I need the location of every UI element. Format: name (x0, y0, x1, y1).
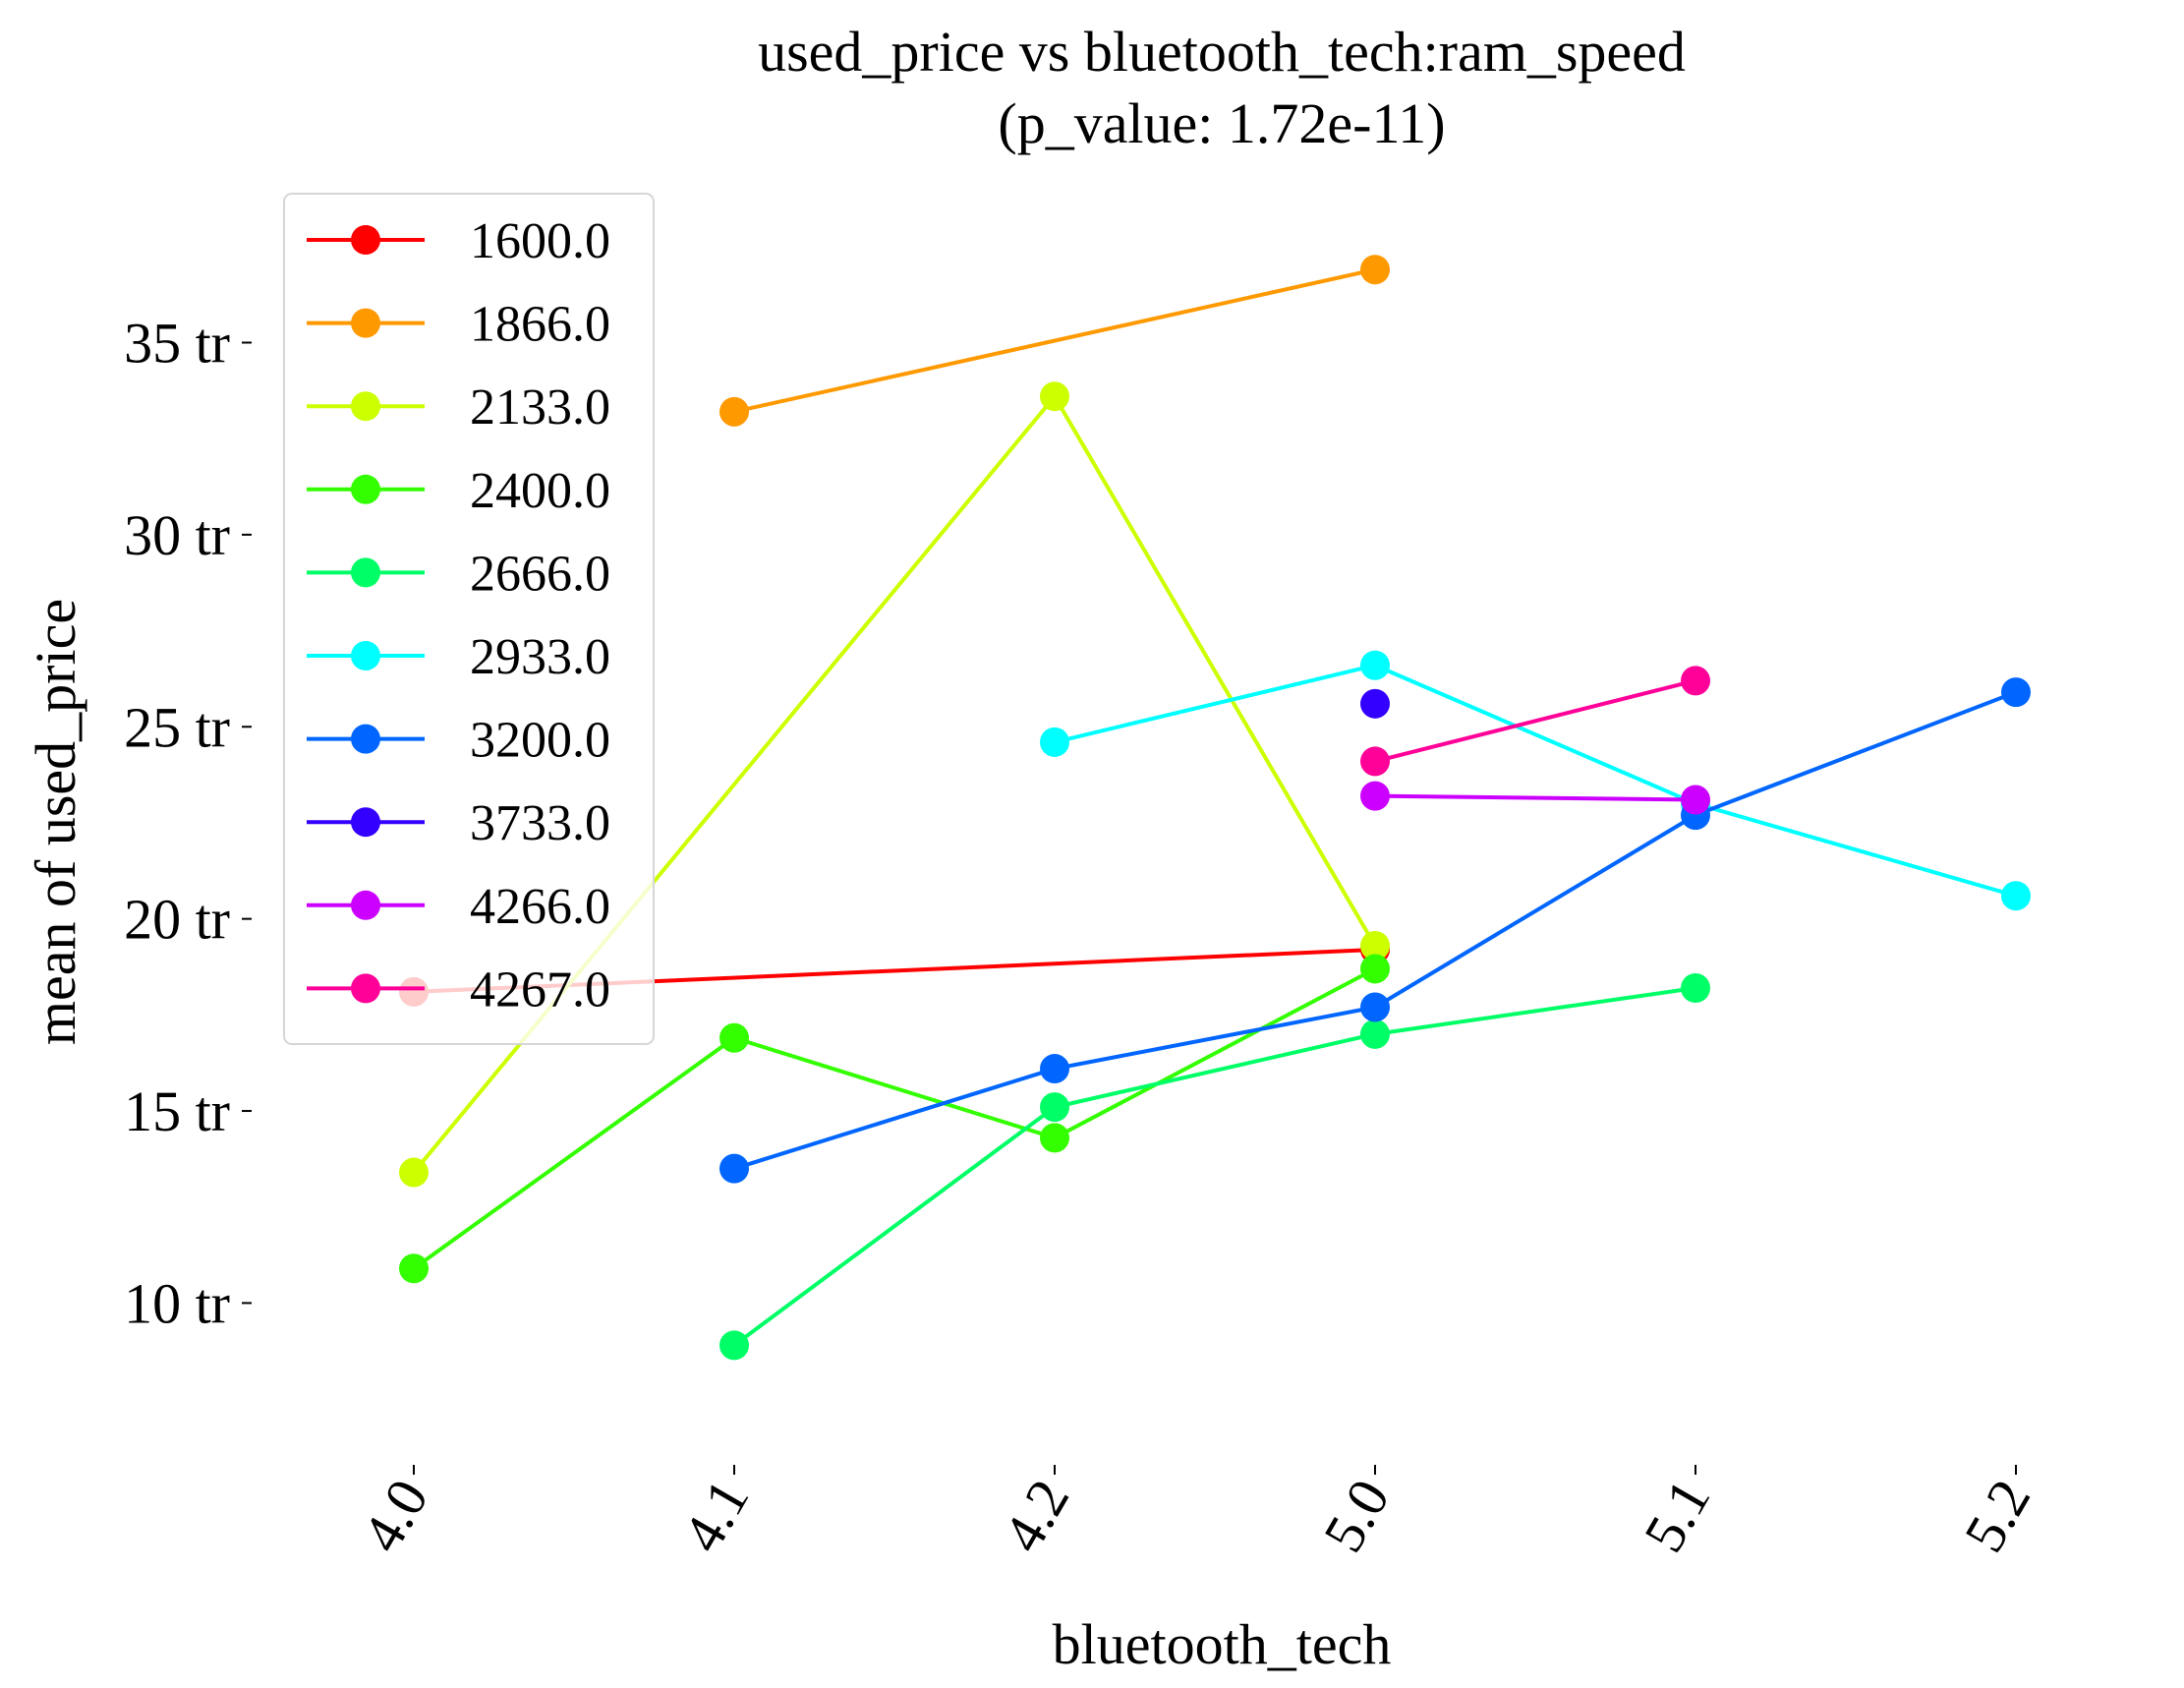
data-point-1866.0 (719, 396, 749, 427)
y-tick-label: 35 tr (124, 311, 230, 375)
series-line-4266.0 (1374, 793, 1696, 802)
data-point-2933.0 (2001, 881, 2031, 911)
data-point-2666.0 (1360, 1019, 1390, 1049)
legend-marker (351, 474, 380, 504)
data-point-2400.0 (1040, 1123, 1069, 1153)
data-point-3200.0 (1040, 1054, 1069, 1084)
data-point-2133.0 (1040, 381, 1069, 412)
series-line-2666.0 (732, 986, 1696, 1348)
data-point-2933.0 (1360, 650, 1390, 680)
chart-title: used_price vs bluetooth_tech:ram_speed (758, 20, 1686, 84)
data-point-4266.0 (1681, 785, 1710, 815)
legend-marker (351, 641, 380, 670)
data-point-4267.0 (1360, 746, 1390, 777)
data-point-2666.0 (1040, 1092, 1069, 1123)
series-line-2933.0 (1054, 663, 2017, 899)
series-line-2400.0 (412, 966, 1376, 1270)
data-point-3200.0 (719, 1153, 749, 1184)
legend-label: 4266.0 (470, 879, 610, 935)
legend-marker (351, 724, 380, 754)
y-tick-label: 15 tr (124, 1079, 230, 1143)
legend-label: 2400.0 (470, 463, 610, 519)
y-tick-label: 30 tr (124, 503, 230, 567)
data-point-2133.0 (1360, 931, 1390, 960)
data-point-2666.0 (1681, 972, 1710, 1003)
legend-marker (351, 225, 380, 255)
legend-label: 2933.0 (470, 629, 610, 685)
data-point-1866.0 (1360, 255, 1390, 285)
legend-label: 3200.0 (470, 713, 610, 769)
data-point-2400.0 (719, 1022, 749, 1053)
data-point-2133.0 (399, 1157, 429, 1188)
x-axis-label: bluetooth_tech (1053, 1612, 1392, 1676)
data-point-3200.0 (2001, 677, 2031, 708)
legend-marker (351, 308, 380, 338)
legend-label: 2666.0 (470, 546, 610, 602)
series-line-1866.0 (733, 267, 1376, 414)
legend-label: 1866.0 (470, 297, 610, 353)
legend-label: 1600.0 (470, 213, 610, 269)
data-point-3733.0 (1360, 688, 1390, 719)
legend-label: 2133.0 (470, 379, 610, 436)
data-point-2666.0 (719, 1330, 749, 1361)
chart-subtitle: (p_value: 1.72e-11) (998, 91, 1445, 155)
y-tick-label: 20 tr (124, 888, 230, 952)
legend-label: 3733.0 (470, 795, 610, 851)
y-axis-label: mean of used_price (24, 599, 87, 1045)
legend-marker (351, 807, 380, 838)
legend-marker (351, 973, 380, 1004)
legend-marker (351, 391, 380, 422)
legend-marker (351, 557, 380, 588)
data-point-2400.0 (1360, 954, 1390, 984)
y-axis: 10 tr 15 tr 20 tr 25 tr 30 tr 35 tr (124, 311, 252, 1335)
legend-label: 4267.0 (470, 961, 610, 1018)
data-point-4266.0 (1360, 781, 1390, 811)
data-point-4267.0 (1681, 666, 1710, 696)
series-line-4267.0 (1374, 678, 1696, 764)
y-tick-label: 10 tr (124, 1271, 230, 1335)
y-tick-label: 25 tr (124, 695, 230, 759)
data-point-2400.0 (399, 1253, 429, 1284)
legend-marker (351, 890, 380, 920)
data-point-2933.0 (1040, 727, 1069, 757)
legend: 1600.0 1866.0 2133.0 2400.0 2666.0 2933.0 3200… (283, 193, 655, 1045)
data-point-3200.0 (1360, 992, 1390, 1022)
